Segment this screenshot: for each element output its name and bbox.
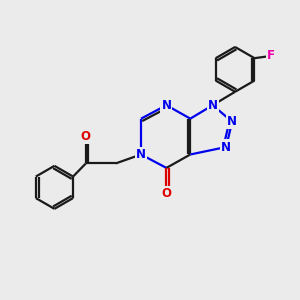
Text: N: N [161, 99, 171, 112]
Text: N: N [227, 115, 237, 128]
Text: N: N [221, 140, 231, 154]
Text: O: O [81, 130, 91, 143]
Text: O: O [161, 187, 171, 200]
Text: F: F [267, 50, 275, 62]
Text: N: N [136, 148, 146, 161]
Text: N: N [208, 99, 218, 112]
